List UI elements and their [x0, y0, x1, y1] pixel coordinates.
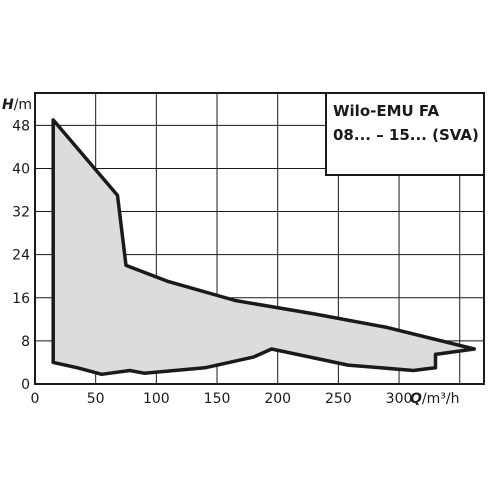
y-axis-title: H/m — [2, 97, 32, 113]
legend-title-line-2: 08... – 15... (SVA) — [333, 126, 479, 144]
x-tick-labels: 0 50 100 150 200 250 300 — [31, 391, 413, 407]
y-tick-labels: 0 8 16 24 32 40 48 — [12, 118, 30, 393]
x-tick-label-6: 300 — [386, 391, 413, 407]
y-tick-label-4: 32 — [12, 205, 30, 221]
y-tick-label-3: 24 — [12, 248, 30, 264]
x-axis-title: Q/m³/h — [410, 391, 459, 407]
x-tick-label-1: 50 — [87, 391, 105, 407]
x-tick-label-3: 150 — [204, 391, 231, 407]
y-tick-label-1: 8 — [21, 334, 30, 350]
y-tick-label-0: 0 — [21, 377, 30, 393]
legend-title-line-1: Wilo-EMU FA — [333, 102, 439, 120]
legend-box — [325, 92, 485, 176]
operating-envelope-area — [51, 118, 477, 377]
y-tick-label-2: 16 — [12, 291, 30, 307]
x-tick-label-2: 100 — [143, 391, 170, 407]
plot-frame — [34, 92, 485, 385]
y-tick-label-6: 48 — [12, 118, 30, 134]
x-tick-label-5: 250 — [325, 391, 352, 407]
x-tick-label-4: 200 — [264, 391, 291, 407]
x-tick-label-0: 0 — [31, 391, 40, 407]
y-tick-label-5: 40 — [12, 161, 30, 177]
